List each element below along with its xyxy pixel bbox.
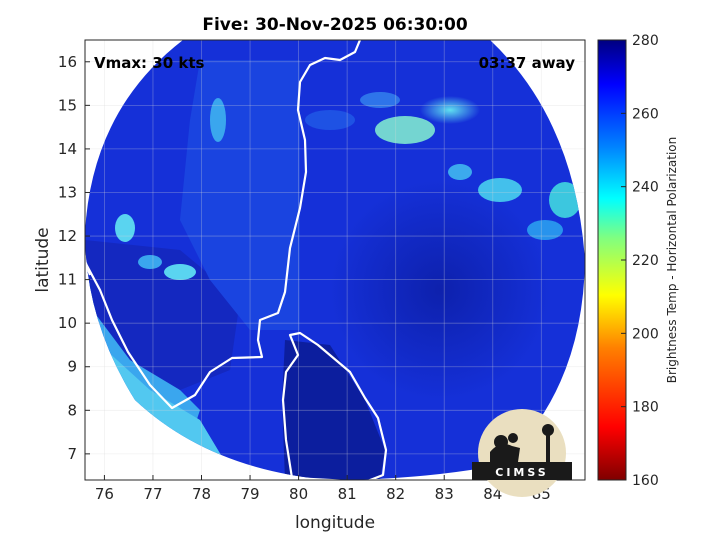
logo-text: CIMSS [495, 466, 548, 479]
x-tick-label: 76 [95, 485, 114, 503]
y-tick-label: 11 [58, 271, 77, 289]
colorbar-tick-label: 180 [632, 400, 659, 416]
colorbar-tick-label: 220 [632, 253, 659, 269]
x-tick-label: 81 [338, 485, 357, 503]
colorbar-tick-label: 160 [632, 473, 659, 489]
colorbar-tick-label: 200 [632, 326, 659, 342]
colorbar-tick-label: 260 [632, 106, 659, 122]
time-away-annotation: 03:37 away [479, 54, 576, 72]
colorbar: 280 260 240 220 200 180 160 Brightness Temp - … [597, 33, 679, 489]
x-tick-label: 79 [241, 485, 260, 503]
y-tick-label: 13 [58, 183, 77, 201]
y-tick-label: 14 [58, 140, 77, 158]
colorbar-tick-label: 240 [632, 180, 659, 196]
x-axis-label: longitude [295, 513, 375, 533]
colorbar-label: Brightness Temp - Horizontal Polarizatio… [665, 137, 679, 384]
microwave-swath [85, 40, 585, 480]
y-axis-label: latitude [33, 227, 53, 292]
y-tick-label: 10 [58, 314, 77, 332]
y-tick-label: 15 [58, 96, 77, 114]
x-tick-label: 78 [192, 485, 211, 503]
y-tick-label: 16 [58, 53, 77, 71]
colorbar-tick-label: 280 [632, 33, 659, 49]
cimss-logo: CIMSS [472, 409, 572, 497]
coastline [85, 40, 388, 480]
axes-frame [84, 39, 586, 481]
figure-title: Five: 30-Nov-2025 06:30:00 [202, 15, 467, 35]
colorbar-ticks: 280 260 240 220 200 180 160 [621, 33, 659, 489]
x-tick-label: 77 [143, 485, 162, 503]
vmax-annotation: Vmax: 30 kts [94, 54, 204, 72]
y-axis-ticks: 7 8 9 10 11 12 13 14 15 16 [58, 53, 90, 463]
x-tick-label: 80 [289, 485, 308, 503]
y-tick-label: 8 [67, 401, 77, 419]
y-tick-label: 9 [67, 358, 77, 376]
y-tick-label: 12 [58, 227, 77, 245]
x-tick-label: 82 [386, 485, 405, 503]
y-tick-label: 7 [67, 445, 77, 463]
x-tick-label: 83 [435, 485, 454, 503]
